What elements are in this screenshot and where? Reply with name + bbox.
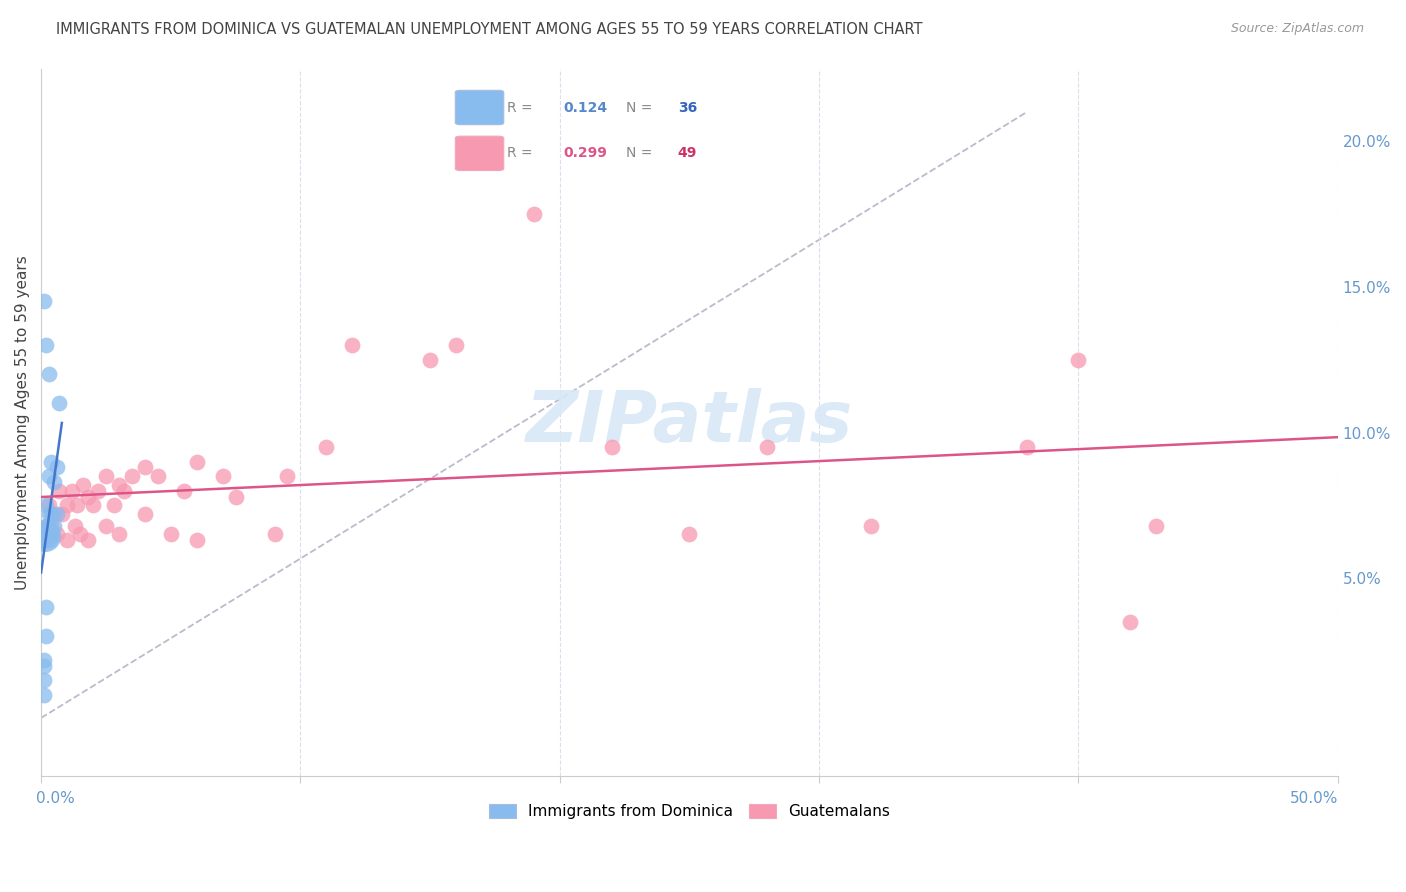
Point: [41, 507, 63, 521]
Point: [66, 499, 89, 513]
Point: [45, 507, 67, 521]
Point: [146, 469, 169, 483]
Point: [38, 518, 60, 533]
Point: [103, 499, 125, 513]
Point: [134, 507, 156, 521]
Point: [173, 483, 195, 498]
Point: [35, 499, 58, 513]
Legend: Immigrants from Dominica, Guatemalans: Immigrants from Dominica, Guatemalans: [482, 797, 897, 825]
Point: [63, 518, 86, 533]
Point: [82, 499, 104, 513]
Point: [121, 469, 143, 483]
Point: [45, 460, 67, 475]
Point: [32, 527, 55, 541]
Point: [756, 440, 779, 454]
Point: [444, 338, 467, 352]
Point: [1144, 518, 1167, 533]
Point: [32, 653, 55, 667]
Point: [35, 522, 58, 536]
Point: [38, 527, 60, 541]
Point: [35, 338, 58, 352]
Point: [94, 469, 117, 483]
Point: [32, 658, 55, 673]
Point: [1015, 440, 1038, 454]
Point: [41, 527, 63, 541]
Point: [76, 490, 98, 504]
Point: [35, 530, 58, 544]
Point: [1119, 615, 1142, 629]
Point: [35, 629, 58, 643]
Point: [159, 527, 181, 541]
Point: [32, 527, 55, 541]
Point: [32, 533, 55, 548]
Point: [41, 518, 63, 533]
Point: [41, 455, 63, 469]
Point: [419, 352, 441, 367]
Point: [51, 507, 73, 521]
Point: [35, 600, 58, 615]
Point: [112, 483, 135, 498]
Point: [32, 294, 55, 309]
Point: [186, 533, 208, 548]
Point: [108, 527, 131, 541]
Point: [56, 533, 79, 548]
Point: [42, 475, 65, 489]
Text: Source: ZipAtlas.com: Source: ZipAtlas.com: [1230, 22, 1364, 36]
Point: [35, 527, 58, 541]
Point: [56, 499, 79, 513]
Point: [32, 522, 55, 536]
Point: [342, 338, 364, 352]
Point: [859, 518, 882, 533]
Point: [186, 455, 208, 469]
Point: [45, 527, 67, 541]
Point: [38, 533, 60, 548]
Point: [678, 527, 700, 541]
Text: 50.0%: 50.0%: [1289, 790, 1337, 805]
Point: [315, 440, 337, 454]
Point: [32, 688, 55, 702]
Point: [32, 673, 55, 687]
Point: [211, 469, 233, 483]
Point: [32, 524, 55, 539]
Point: [32, 533, 55, 548]
Point: [87, 483, 110, 498]
Point: [263, 527, 285, 541]
Point: [60, 483, 83, 498]
Point: [35, 524, 58, 539]
Point: [1067, 352, 1090, 367]
Point: [523, 207, 546, 221]
Y-axis label: Unemployment Among Ages 55 to 59 years: Unemployment Among Ages 55 to 59 years: [15, 255, 30, 590]
Text: ZIPatlas: ZIPatlas: [526, 388, 853, 457]
Text: 0.0%: 0.0%: [37, 790, 75, 805]
Point: [72, 478, 94, 492]
Point: [42, 518, 65, 533]
Point: [134, 460, 156, 475]
Point: [69, 527, 91, 541]
Point: [94, 518, 117, 533]
Point: [38, 499, 60, 513]
Point: [34, 529, 56, 543]
Point: [35, 533, 58, 548]
Point: [48, 483, 70, 498]
Point: [38, 507, 60, 521]
Point: [32, 530, 55, 544]
Point: [38, 368, 60, 382]
Point: [276, 469, 298, 483]
Text: IMMIGRANTS FROM DOMINICA VS GUATEMALAN UNEMPLOYMENT AMONG AGES 55 TO 59 YEARS CO: IMMIGRANTS FROM DOMINICA VS GUATEMALAN U…: [56, 22, 922, 37]
Point: [600, 440, 623, 454]
Point: [108, 478, 131, 492]
Point: [76, 533, 98, 548]
Point: [35, 518, 58, 533]
Point: [42, 507, 65, 521]
Point: [38, 469, 60, 483]
Point: [225, 490, 247, 504]
Point: [35, 518, 58, 533]
Point: [48, 396, 70, 410]
